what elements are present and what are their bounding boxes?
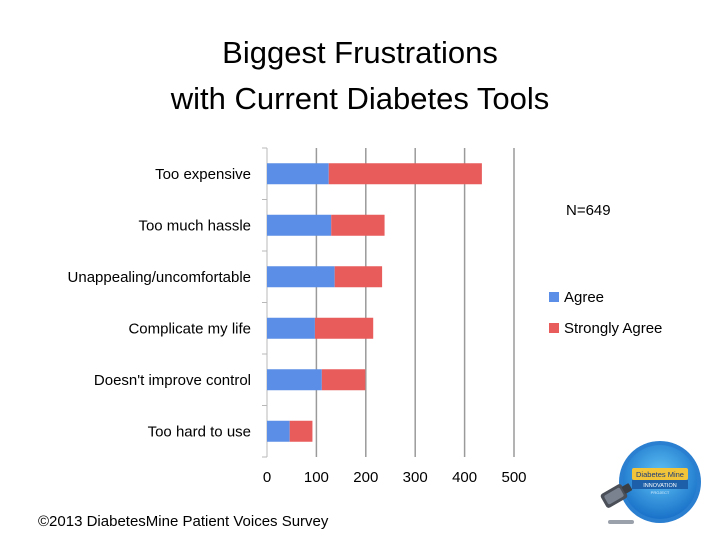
x-tick-label: 200 <box>353 469 378 486</box>
bar-agree <box>267 369 322 391</box>
svg-text:Diabetes Mine: Diabetes Mine <box>636 470 684 479</box>
x-tick-label: 300 <box>403 469 428 486</box>
legend-label: Strongly Agree <box>564 320 662 337</box>
bar-agree <box>267 266 335 288</box>
category-label: Too hard to use <box>148 423 251 440</box>
category-label: Too expensive <box>155 166 251 183</box>
svg-text:PROJECT: PROJECT <box>651 490 670 495</box>
bar-agree <box>267 420 290 442</box>
svg-text:INNOVATION: INNOVATION <box>643 483 676 489</box>
chart-title-line-1: Biggest Frustrations <box>222 35 498 70</box>
bar-agree <box>267 163 329 185</box>
diabetesmine-logo: Diabetes Mine INNOVATION PROJECT <box>600 441 701 524</box>
sample-size-note: N=649 <box>566 202 611 219</box>
bar-strongly-agree <box>289 420 313 442</box>
bar-agree <box>267 214 332 236</box>
legend-swatch <box>549 292 559 302</box>
x-tick-label: 500 <box>501 469 526 486</box>
bar-strongly-agree <box>314 317 374 339</box>
category-label: Too much hassle <box>138 217 251 234</box>
bar-strongly-agree <box>328 163 482 185</box>
category-label: Unappealing/uncomfortable <box>68 269 251 286</box>
bar-strongly-agree <box>334 266 383 288</box>
legend-label: Agree <box>564 289 604 306</box>
bar-strongly-agree <box>321 369 366 391</box>
copyright-footer: ©2013 DiabetesMine Patient Voices Survey <box>38 513 329 530</box>
bar-strongly-agree <box>331 214 385 236</box>
x-tick-label: 400 <box>452 469 477 486</box>
chart-title-line-2: with Current Diabetes Tools <box>170 81 550 116</box>
bar-agree <box>267 317 315 339</box>
x-tick-label: 100 <box>304 469 329 486</box>
chart-title: Biggest Frustrations with Current Diabet… <box>0 30 720 122</box>
category-label: Complicate my life <box>128 320 251 337</box>
x-tick-label: 0 <box>263 469 271 486</box>
category-label: Doesn't improve control <box>94 372 251 389</box>
legend-swatch <box>549 323 559 333</box>
